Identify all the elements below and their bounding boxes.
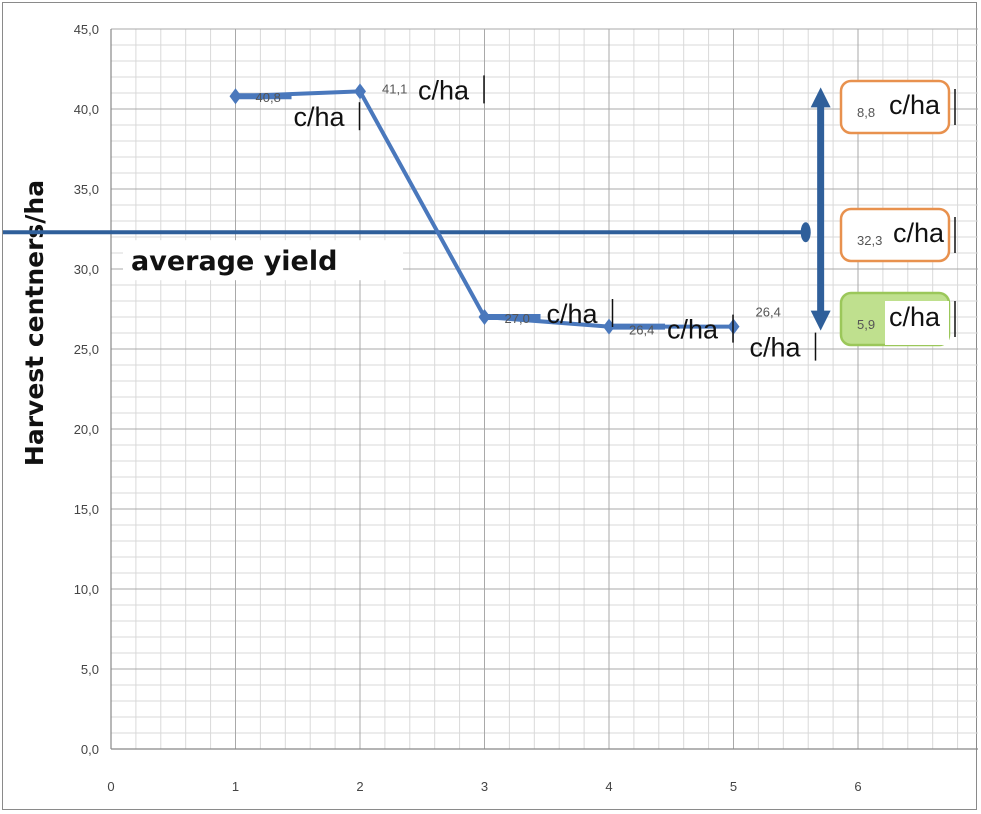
y-tick-labels: 0,0 5,0 10,0 15,0 20,0 25,0 30,0 35,0 40,0 45,0 [74,22,99,757]
callout-box [839,79,951,135]
axes [110,29,978,750]
callout-unit: c/ha [889,90,941,120]
major-gridlines [110,28,978,750]
data-label-value: 27,0 [505,311,530,326]
data-label-value: 41,1 [382,81,407,96]
average-yield-label: average yield [131,246,337,277]
average-yield-group: average yield [3,222,811,281]
data-label-unit: c/ha [294,102,346,132]
y-axis-label: Harvest centners/ha [20,180,49,466]
x-tick-label: 4 [605,779,612,794]
range-arrow-group [810,87,831,331]
y-tick-label: 45,0 [74,22,99,37]
y-tick-label: 20,0 [74,422,99,437]
y-tick-label: 25,0 [74,342,99,357]
data-label-unit: c/ha [750,333,802,363]
data-label-unit: c/ha [667,315,719,345]
y-tick-label: 30,0 [74,262,99,277]
x-tick-label: 3 [481,779,488,794]
average-label-background [123,240,403,281]
callouts-group: 8,8 c/ha 32,3 c/ha 5,9 c/ha [839,79,956,347]
x-tick-label: 5 [730,779,737,794]
point-labels-group: 40,8 c/ha 41,1 c/ha 27,0 c/ha 26,4 c/ha 26,4 c/ha [256,75,817,363]
y-tick-label: 40,0 [74,102,99,117]
callout-value: 8,8 [857,105,875,120]
range-arrow-top-head [810,87,831,108]
callout-unit: c/ha [893,218,945,248]
average-end-marker [800,222,811,243]
data-label-unit: c/ha [418,75,470,105]
series-point [354,83,366,100]
data-label-value: 26,4 [629,323,654,338]
data-label-value: 26,4 [756,305,781,320]
callout-box [839,207,951,263]
x-tick-label: 2 [356,779,363,794]
x-tick-label: 0 [107,779,114,794]
y-tick-label: 0,0 [81,742,99,757]
minor-gridlines [110,28,978,750]
y-tick-label: 5,0 [81,662,99,677]
data-label-value: 40,8 [256,90,281,105]
y-tick-label: 10,0 [74,582,99,597]
y-tick-label: 35,0 [74,182,99,197]
callout-unit: c/ha [889,302,941,332]
callout-text-background [885,301,949,345]
chart: 0,0 5,0 10,0 15,0 20,0 25,0 30,0 35,0 40,0 45,0 0… [3,22,978,794]
x-tick-labels: 01234567 [107,779,861,794]
x-tick-label: 6 [854,779,861,794]
callout-value: 5,9 [857,317,875,332]
range-arrow-bottom-head [810,310,831,331]
x-tick-label: 1 [232,779,239,794]
data-label-unit: c/ha [547,299,599,329]
callout-value: 32,3 [857,233,882,248]
y-tick-label: 15,0 [74,502,99,517]
